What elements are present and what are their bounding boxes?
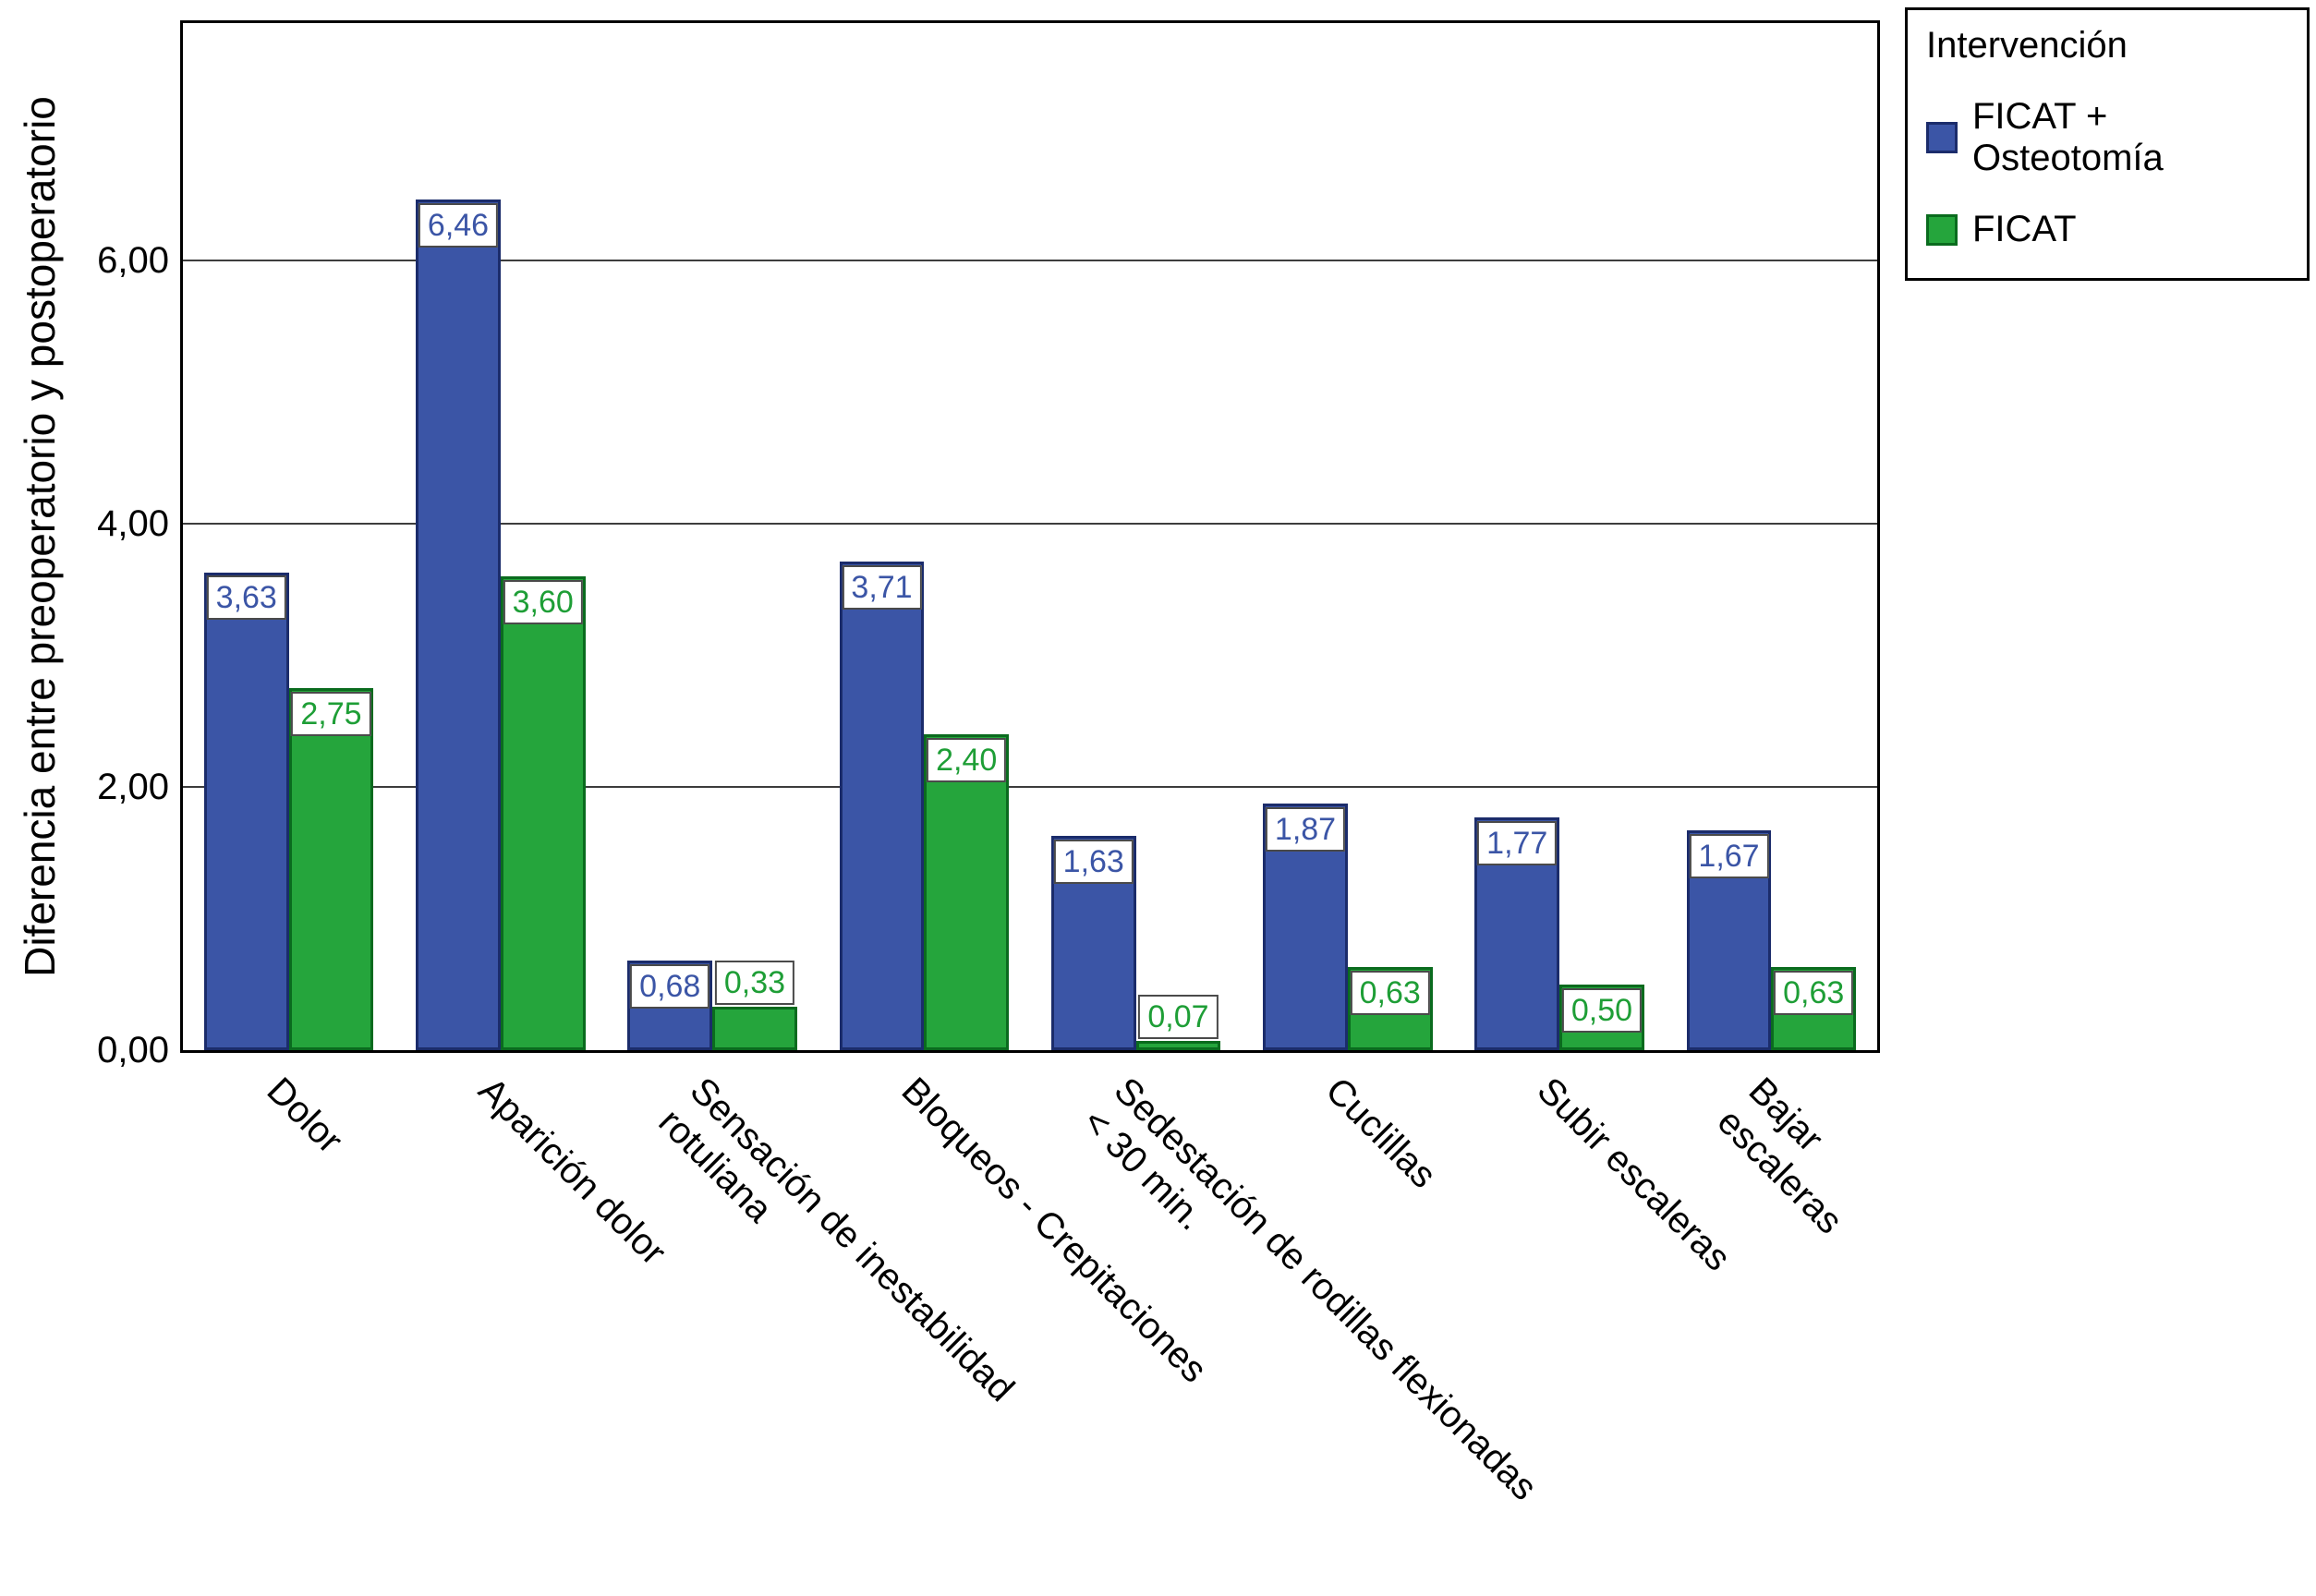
plot-area: 3,63 6,46 0,68 3,71 1,63 1,87 1,77 1,67 2,75 3,60… [180,20,1880,1053]
x-axis-category-label: Dolor [259,1070,350,1162]
gridline [183,259,1877,261]
bar-value-label: 0,63 [1774,971,1854,1016]
legend: Intervención FICAT + Osteotomía FICAT [1905,7,2310,281]
x-axis-category-label: Bajar escaleras [1709,1070,1851,1242]
x-axis-category-label: Aparición dolor [470,1070,674,1274]
bar-value-label: 0,33 [714,960,795,1005]
bar-value-label: 1,77 [1477,820,1558,865]
bar-value-label: 0,68 [630,964,710,1010]
y-axis-tick-label: 0,00 [97,1030,169,1070]
bar-value-label: 2,40 [927,737,1007,782]
legend-item: FICAT [1926,209,2288,250]
bar-value-label: 6,46 [418,203,499,248]
bar-value-label: 0,07 [1138,995,1219,1040]
bar-value-label: 3,63 [206,575,286,621]
bar-ficat [1135,1041,1221,1050]
bar-ficat-osteotomia [203,572,289,1050]
legend-item-label: FICAT [1972,209,2077,249]
bar-value-label: 1,63 [1053,839,1134,884]
bar-ficat-osteotomia [416,200,501,1050]
bar-ficat [500,575,586,1050]
legend-item: FICAT + Osteotomía [1926,96,2288,179]
bar-ficat [288,687,374,1050]
bar-value-label: 3,71 [842,565,922,611]
x-axis-category-label: Cuclillas [1317,1070,1444,1196]
legend-swatch [1926,213,1958,246]
y-axis-tick-label: 4,00 [97,502,169,544]
legend-items: FICAT + Osteotomía FICAT [1926,96,2288,250]
legend-swatch [1926,122,1958,153]
bar-ficat-osteotomia [839,562,925,1050]
bar-ficat [924,733,1010,1050]
x-axis-category-label: Subir escaleras [1529,1070,1739,1279]
bar-value-label: 2,75 [291,691,371,736]
bar-ficat [712,1006,797,1050]
bar-value-label: 1,87 [1265,807,1346,852]
legend-item-label: FICAT + Osteotomía [1972,96,2164,178]
y-axis-tick-label: 2,00 [97,766,169,807]
bar-value-label: 0,63 [1350,971,1430,1016]
bar-value-label: 1,67 [1689,833,1769,878]
bar-value-label: 3,60 [503,579,583,624]
gridline [183,522,1877,525]
y-axis-tick-label: 6,00 [97,239,169,281]
bar-value-label: 0,50 [1561,987,1643,1033]
gridline [183,785,1877,788]
legend-title: Intervención [1926,25,2128,66]
